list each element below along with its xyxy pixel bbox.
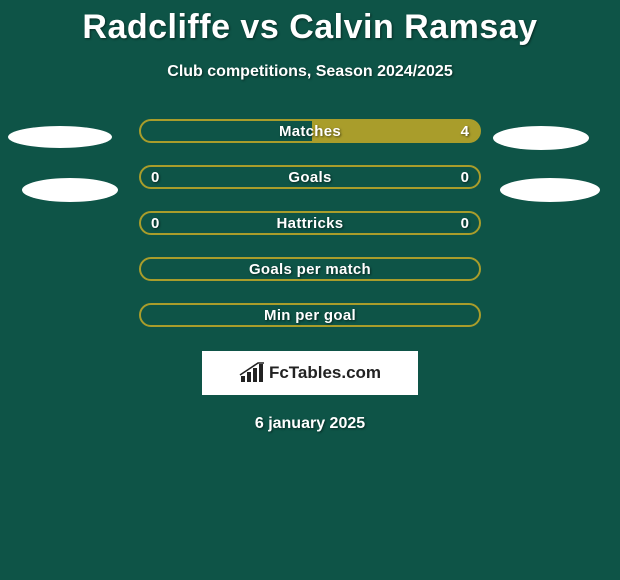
- site-logo: FcTables.com: [202, 351, 418, 395]
- stat-label: Goals per match: [249, 261, 371, 278]
- logo-text: FcTables.com: [269, 363, 381, 383]
- stat-row: Matches 4: [139, 119, 481, 143]
- stat-label: Hattricks: [277, 215, 344, 232]
- stat-left-value: 0: [151, 169, 159, 186]
- decorative-ellipse: [493, 126, 589, 150]
- stats-container: Matches 4 Goals 0 0 Hattricks 0 0 Goals per matc…: [0, 119, 620, 327]
- page-title: Radcliffe vs Calvin Ramsay: [0, 0, 620, 47]
- decorative-ellipse: [500, 178, 600, 202]
- decorative-ellipse: [22, 178, 118, 202]
- stat-left-value: 0: [151, 215, 159, 232]
- stat-row: Hattricks 0 0: [139, 211, 481, 235]
- stat-right-value: 0: [461, 215, 469, 232]
- date-text: 6 january 2025: [0, 415, 620, 433]
- stat-label: Goals: [288, 169, 331, 186]
- stat-label: Min per goal: [264, 307, 356, 324]
- stat-right-value: 0: [461, 169, 469, 186]
- subtitle: Club competitions, Season 2024/2025: [0, 63, 620, 81]
- decorative-ellipse: [8, 126, 112, 148]
- stat-row: Min per goal: [139, 303, 481, 327]
- stat-row: Goals 0 0: [139, 165, 481, 189]
- bar-chart-icon: [239, 362, 265, 384]
- stat-row: Goals per match: [139, 257, 481, 281]
- stat-right-value: 4: [461, 123, 469, 140]
- stat-label: Matches: [279, 123, 341, 140]
